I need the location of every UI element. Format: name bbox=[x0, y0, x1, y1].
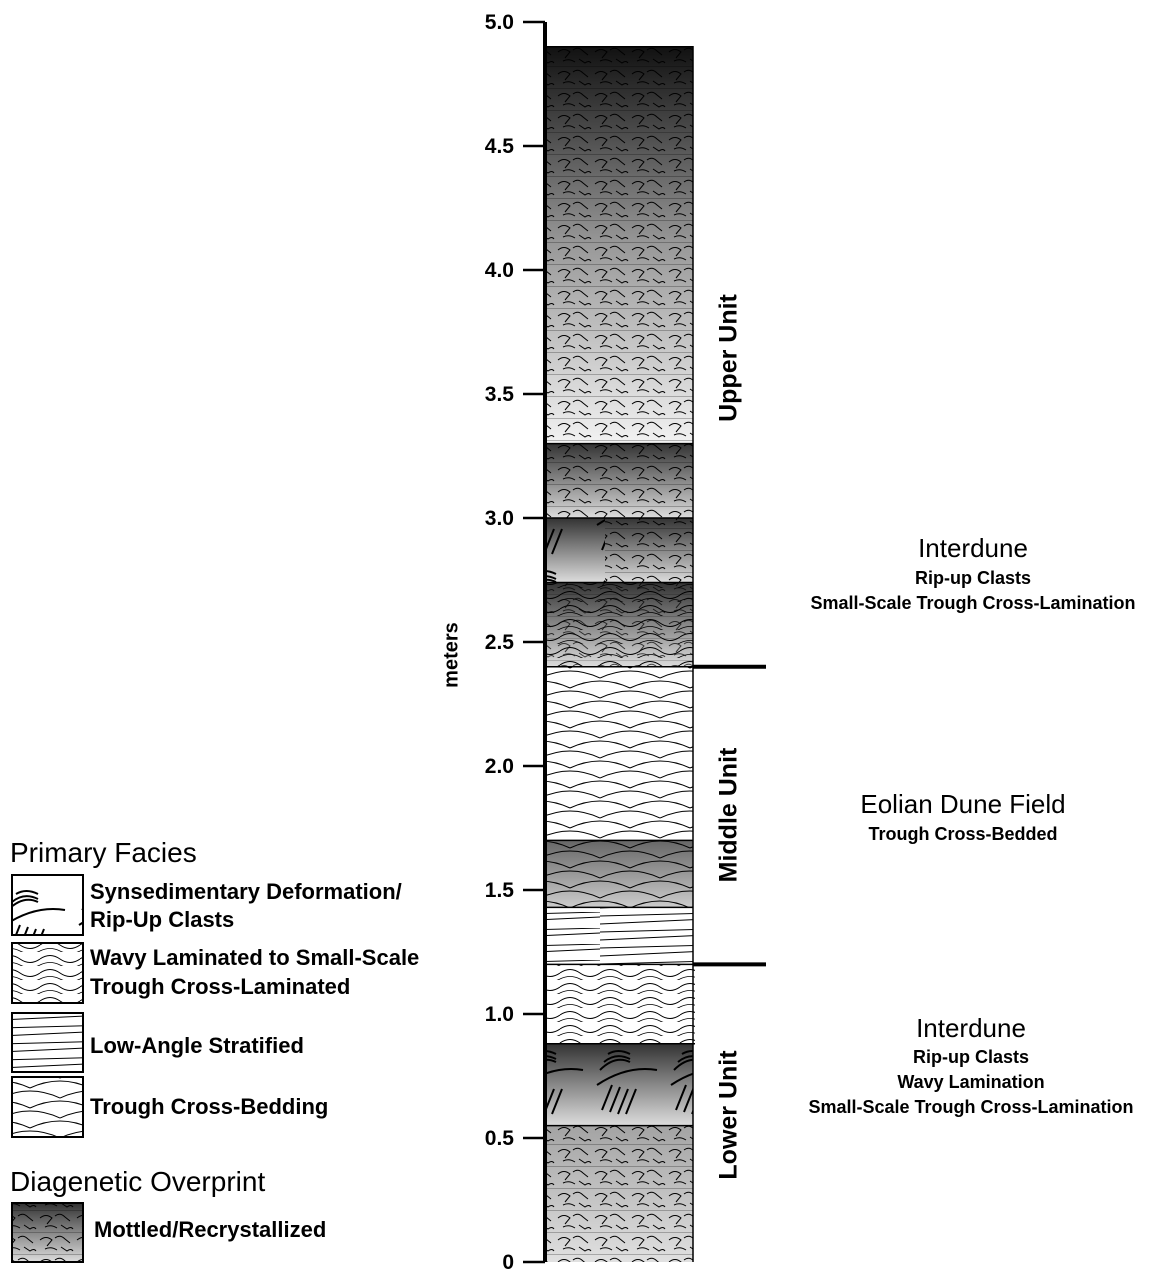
legend-swatch-pattern bbox=[13, 876, 82, 934]
interpretation-title: Interdune bbox=[918, 533, 1028, 563]
interpretation-line: Small-Scale Trough Cross-Lamination bbox=[808, 1097, 1133, 1117]
y-tick-label: 5.0 bbox=[485, 11, 514, 34]
legend-swatch bbox=[12, 943, 83, 1003]
legend-label: Low-Angle Stratified bbox=[90, 1033, 304, 1058]
legend-swatch bbox=[12, 1013, 83, 1072]
bed-pattern bbox=[545, 583, 693, 667]
legend: Primary Facies Synsedimentary Deformatio… bbox=[10, 837, 419, 1262]
legend-swatch-pattern bbox=[13, 1204, 82, 1261]
bed-pattern bbox=[545, 444, 693, 518]
legend-title: Primary Facies bbox=[10, 837, 197, 868]
interpretation-title: Interdune bbox=[916, 1013, 1026, 1043]
interpretation-line: Small-Scale Trough Cross-Lamination bbox=[810, 593, 1135, 613]
legend-label: Mottled/Recrystallized bbox=[94, 1217, 326, 1242]
bed-pattern bbox=[545, 907, 693, 964]
interpretation-line: Wavy Lamination bbox=[897, 1072, 1044, 1092]
y-tick-label: 3.5 bbox=[485, 383, 515, 406]
y-tick-label: 2.5 bbox=[485, 631, 515, 654]
y-tick-label: 3.0 bbox=[485, 507, 514, 530]
bed-pattern bbox=[545, 518, 605, 583]
y-tick-label: 4.0 bbox=[485, 259, 514, 282]
stratigraphic-column: meters Upper Unit Middle Unit Lower Unit… bbox=[0, 0, 1161, 1272]
axis-label: meters bbox=[440, 622, 462, 688]
y-tick-label: 2.0 bbox=[485, 755, 514, 778]
bed-pattern bbox=[605, 518, 693, 583]
interpretation-line: Rip-up Clasts bbox=[913, 1047, 1029, 1067]
legend-swatch bbox=[12, 1077, 83, 1137]
bed-pattern bbox=[545, 667, 693, 841]
unit-label: Lower Unit bbox=[715, 1050, 743, 1180]
y-tick-label: 1.0 bbox=[485, 1003, 514, 1026]
interpretation-line: Rip-up Clasts bbox=[915, 568, 1031, 588]
legend-label: Trough Cross-Laminated bbox=[90, 974, 350, 999]
bed-pattern bbox=[545, 1126, 693, 1262]
unit-label: Upper Unit bbox=[715, 293, 743, 421]
bed-pattern bbox=[545, 840, 693, 907]
bed-pattern bbox=[545, 964, 695, 1043]
legend-label: Wavy Laminated to Small-Scale bbox=[90, 945, 419, 970]
bed-pattern bbox=[545, 47, 693, 444]
legend-label: Trough Cross-Bedding bbox=[90, 1094, 328, 1119]
y-tick-label: 1.5 bbox=[485, 879, 515, 902]
interpretation-title: Eolian Dune Field bbox=[860, 789, 1065, 819]
y-tick-label: 0 bbox=[502, 1251, 514, 1272]
legend-label: Rip-Up Clasts bbox=[90, 907, 234, 932]
y-tick-label: 0.5 bbox=[485, 1127, 515, 1150]
legend-title: Diagenetic Overprint bbox=[10, 1166, 265, 1197]
legend-label: Synsedimentary Deformation/ bbox=[90, 879, 402, 904]
bed-pattern bbox=[545, 1044, 693, 1126]
unit-label: Middle Unit bbox=[715, 747, 743, 882]
y-tick-label: 4.5 bbox=[485, 135, 515, 158]
interpretation-line: Trough Cross-Bedded bbox=[868, 824, 1057, 844]
beds bbox=[545, 47, 695, 1262]
